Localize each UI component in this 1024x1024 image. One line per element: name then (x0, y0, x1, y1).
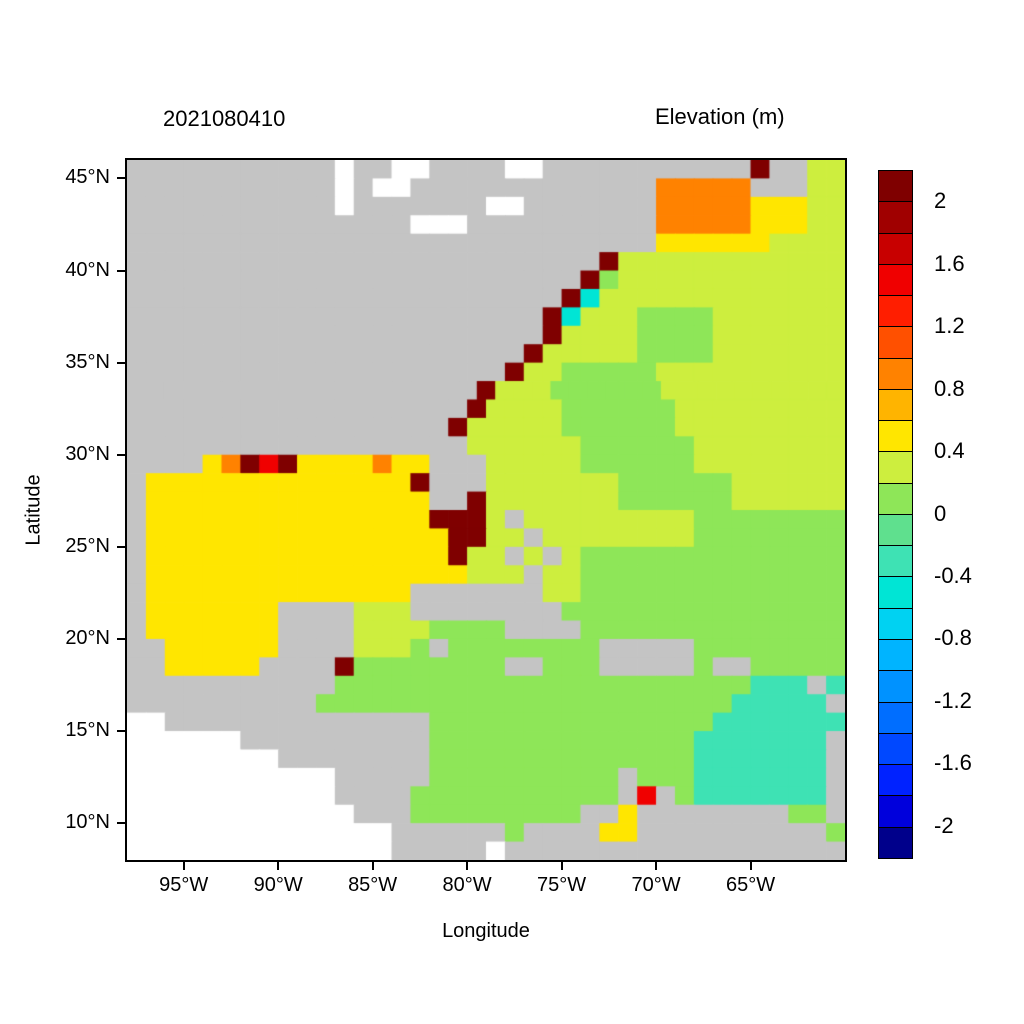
x-axis-label: Longitude (442, 920, 530, 942)
y-tick-label: 40°N (65, 258, 110, 281)
colorbar-title: Elevation (m) (655, 104, 785, 129)
y-tick-mark (117, 177, 125, 180)
x-tick-label: 80°W (442, 874, 492, 896)
y-tick-mark (117, 453, 125, 456)
colorbar-cell (879, 389, 912, 422)
y-tick-label: 30°N (65, 442, 110, 465)
x-tick-label: 75°W (537, 874, 587, 896)
colorbar-cell (879, 421, 912, 453)
colorbar-cell (879, 733, 912, 766)
y-tick-mark (117, 822, 125, 825)
colorbar-tick-label: 1.2 (934, 313, 965, 339)
y-tick-label: 35°N (65, 350, 110, 373)
x-tick-mark (182, 862, 185, 870)
x-tick-label: 65°W (725, 874, 776, 896)
y-tick-mark (117, 361, 125, 364)
colorbar-cell (879, 796, 912, 828)
colorbar-cell (879, 358, 912, 390)
y-tick-label: 20°N (65, 626, 110, 649)
colorbar-tick-label: -0.4 (934, 562, 972, 588)
map-canvas (127, 160, 845, 860)
colorbar-cell (879, 264, 912, 297)
colorbar-cell (879, 702, 912, 734)
colorbar-cell (879, 452, 912, 484)
colorbar-tick-label: -1.2 (934, 687, 972, 713)
colorbar-cell (879, 546, 912, 578)
colorbar-cell (879, 514, 912, 547)
colorbar-cell (879, 608, 912, 640)
x-tick-mark (560, 862, 563, 870)
x-tick-label: 95°W (159, 874, 209, 896)
x-tick-mark (466, 862, 469, 870)
colorbar-tick-label: 2 (934, 188, 947, 214)
x-tick-mark (749, 862, 752, 870)
y-tick-mark (117, 269, 125, 272)
x-tick-mark (655, 862, 658, 870)
colorbar-cell (879, 233, 912, 265)
colorbar-cell (879, 639, 912, 672)
colorbar-cell (879, 327, 912, 359)
colorbar-tick-label: -1.6 (934, 750, 972, 776)
x-tick-label: 70°W (631, 874, 681, 896)
x-tick-mark (371, 862, 374, 870)
y-tick-label: 15°N (65, 719, 110, 742)
colorbar-tick-label: -2 (934, 812, 954, 838)
colorbar-cells (878, 170, 913, 859)
y-tick-label: 10°N (65, 811, 110, 834)
colorbar-tick-label: 0.8 (934, 375, 965, 401)
colorbar-cell (879, 202, 912, 234)
timestamp-title: 2021080410 (163, 106, 286, 131)
y-tick-mark (117, 545, 125, 548)
colorbar-cell (879, 577, 912, 609)
colorbar-tick-label: 0 (934, 500, 947, 526)
y-tick-mark (117, 730, 125, 733)
y-tick-label: 45°N (65, 166, 110, 189)
colorbar-cell (879, 296, 912, 328)
colorbar-cell (879, 765, 912, 797)
colorbar-tick-label: 1.6 (934, 250, 965, 276)
colorbar-cell (879, 671, 912, 703)
colorbar-cell (879, 483, 912, 515)
colorbar-cell (879, 171, 912, 203)
x-tick-label: 90°W (253, 874, 303, 896)
x-tick-mark (277, 862, 280, 870)
y-tick-label: 25°N (65, 534, 110, 557)
y-tick-mark (117, 637, 125, 640)
colorbar-tick-label: 0.4 (934, 438, 965, 464)
map-plot-area (125, 158, 847, 862)
colorbar-tick-label: -0.8 (934, 625, 972, 651)
x-tick-label: 85°W (348, 874, 398, 896)
colorbar-cell (879, 827, 912, 858)
